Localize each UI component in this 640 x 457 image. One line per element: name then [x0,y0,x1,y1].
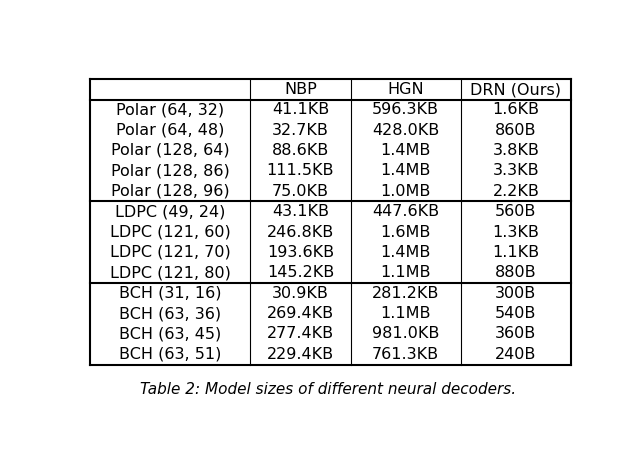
Text: DRN (Ours): DRN (Ours) [470,82,561,97]
Text: 300B: 300B [495,286,536,301]
Text: LDPC (121, 60): LDPC (121, 60) [109,224,230,239]
Text: 447.6KB: 447.6KB [372,204,439,219]
Text: 269.4KB: 269.4KB [267,306,334,321]
Text: 229.4KB: 229.4KB [267,347,334,362]
Text: 1.0MB: 1.0MB [380,184,431,199]
Text: Polar (64, 48): Polar (64, 48) [116,122,224,138]
Text: 3.8KB: 3.8KB [492,143,540,158]
Text: 246.8KB: 246.8KB [267,224,334,239]
Text: 1.6KB: 1.6KB [492,102,540,117]
Text: HGN: HGN [387,82,424,97]
Text: BCH (63, 36): BCH (63, 36) [119,306,221,321]
Text: 1.6MB: 1.6MB [380,224,431,239]
Text: 193.6KB: 193.6KB [267,245,334,260]
Text: LDPC (49, 24): LDPC (49, 24) [115,204,225,219]
Text: LDPC (121, 80): LDPC (121, 80) [109,265,230,280]
Text: 761.3KB: 761.3KB [372,347,439,362]
Text: 32.7KB: 32.7KB [272,122,329,138]
Text: 1.1MB: 1.1MB [380,265,431,280]
Text: 43.1KB: 43.1KB [272,204,329,219]
Text: 277.4KB: 277.4KB [267,326,334,341]
Text: 30.9KB: 30.9KB [272,286,329,301]
Text: 880B: 880B [495,265,537,280]
Text: 1.1KB: 1.1KB [492,245,540,260]
Text: 2.2KB: 2.2KB [492,184,540,199]
Text: Polar (128, 96): Polar (128, 96) [111,184,229,199]
Text: 145.2KB: 145.2KB [267,265,334,280]
Text: 75.0KB: 75.0KB [272,184,329,199]
Text: NBP: NBP [284,82,317,97]
Text: BCH (63, 45): BCH (63, 45) [119,326,221,341]
Text: Polar (128, 86): Polar (128, 86) [111,164,230,178]
Text: 560B: 560B [495,204,536,219]
Text: 596.3KB: 596.3KB [372,102,439,117]
Text: LDPC (121, 70): LDPC (121, 70) [109,245,230,260]
Text: 1.4MB: 1.4MB [380,164,431,178]
Text: Polar (64, 32): Polar (64, 32) [116,102,224,117]
Text: 1.1MB: 1.1MB [380,306,431,321]
Text: BCH (63, 51): BCH (63, 51) [119,347,221,362]
Text: 88.6KB: 88.6KB [272,143,329,158]
Text: 540B: 540B [495,306,536,321]
Text: 240B: 240B [495,347,536,362]
Text: 1.3KB: 1.3KB [492,224,540,239]
Text: 360B: 360B [495,326,536,341]
Text: Table 2: Model sizes of different neural decoders.: Table 2: Model sizes of different neural… [140,382,516,397]
Text: BCH (31, 16): BCH (31, 16) [119,286,221,301]
Text: 860B: 860B [495,122,537,138]
Text: 1.4MB: 1.4MB [380,143,431,158]
Text: 428.0KB: 428.0KB [372,122,439,138]
Text: Polar (128, 64): Polar (128, 64) [111,143,229,158]
Text: 281.2KB: 281.2KB [372,286,439,301]
Text: 981.0KB: 981.0KB [372,326,439,341]
Text: 3.3KB: 3.3KB [493,164,540,178]
Text: 41.1KB: 41.1KB [272,102,329,117]
Text: 111.5KB: 111.5KB [267,164,334,178]
Text: 1.4MB: 1.4MB [380,245,431,260]
